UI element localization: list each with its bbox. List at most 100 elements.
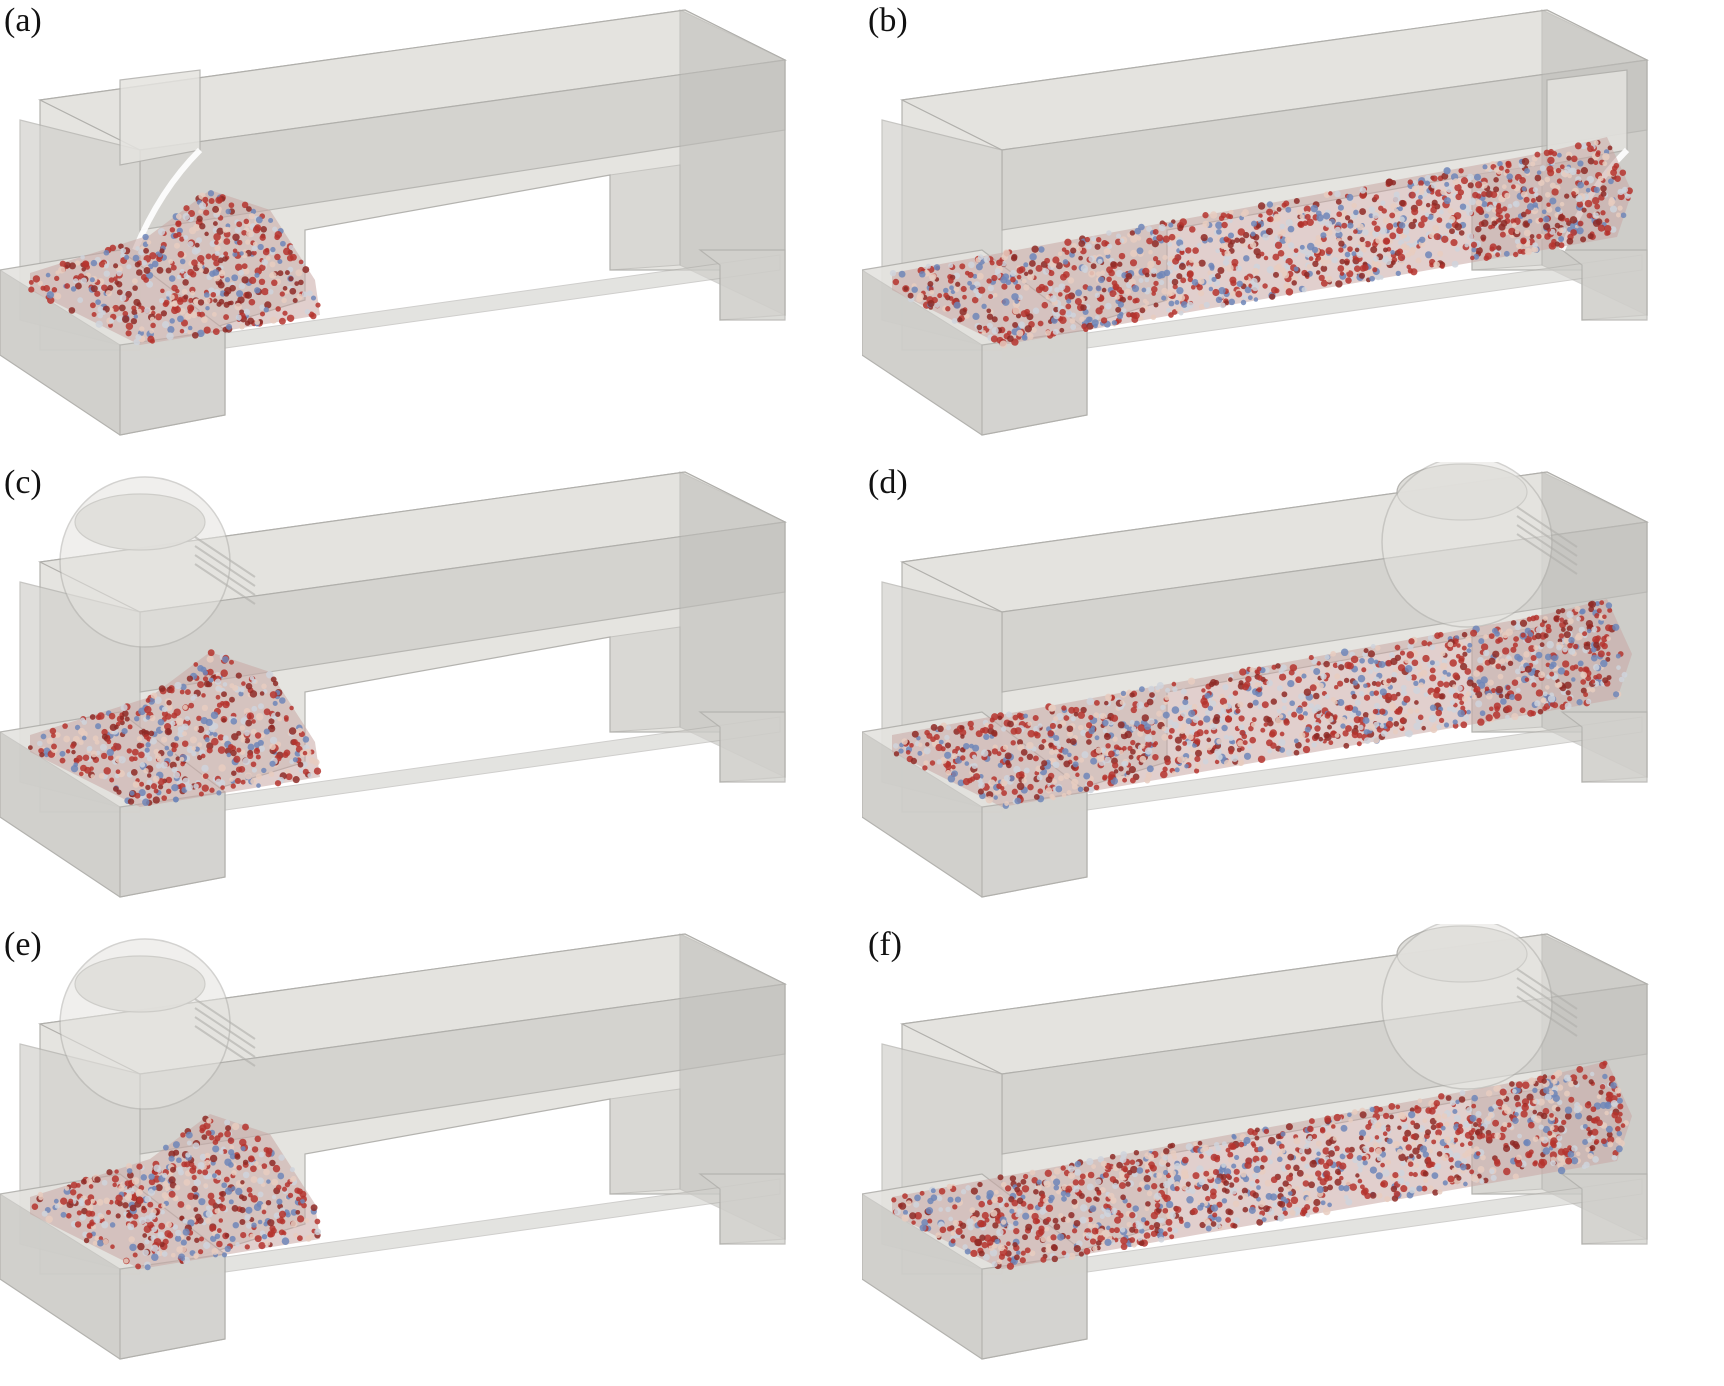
particle [1146,772,1152,778]
particle [1335,733,1340,738]
particle [1483,634,1488,639]
particle [960,755,965,760]
particle [1225,716,1232,723]
particle [1041,760,1047,766]
particle [269,761,275,767]
particle [1524,197,1530,203]
particle [1174,1175,1181,1182]
particle [1053,329,1059,335]
particle [283,286,288,291]
particle [948,278,954,284]
particle [1485,686,1490,691]
particle [1231,755,1238,762]
particle [1338,664,1344,670]
particle [1132,285,1139,292]
particle [207,655,214,662]
particle [1429,1108,1436,1115]
particle [1474,174,1481,181]
particle [1604,1111,1608,1115]
particle [1407,651,1415,659]
particle [1538,218,1543,223]
particle [1443,681,1449,687]
particle [937,1196,943,1202]
particle [1068,707,1075,714]
particle [229,660,234,665]
particle [1285,265,1291,271]
particle [109,308,114,313]
particle [284,717,289,722]
particle [1351,656,1359,664]
particle [54,293,61,300]
particle [1550,702,1555,707]
particle [1122,778,1127,783]
particle [1610,169,1617,176]
particle [1079,1251,1084,1256]
particle [158,228,165,235]
particle [264,708,271,715]
particle [1070,248,1076,254]
particle [1408,638,1414,644]
particle [1431,183,1436,188]
particle [183,235,188,240]
particle [1455,247,1460,252]
particle [1224,760,1231,767]
particle [1286,219,1293,226]
particle [1460,203,1466,209]
particle [254,742,260,748]
particle [1549,672,1554,677]
particle [930,760,935,765]
particle [1373,738,1379,744]
particle [1280,732,1285,737]
particle [1351,251,1356,256]
particle [1277,685,1283,691]
particle [245,292,252,299]
particle [241,230,247,236]
particle [1202,221,1209,228]
particle [1484,214,1489,219]
particle [146,780,152,786]
particle [1584,181,1589,186]
particle [1576,1066,1583,1073]
particle [1070,738,1077,745]
particle [138,752,145,759]
particle [1496,686,1504,694]
particle [1316,256,1321,261]
particle [1406,674,1412,680]
particle [1044,258,1050,264]
particle [1543,223,1550,230]
particle [1061,705,1066,710]
particle [1161,296,1166,301]
particle [978,287,985,294]
particle [1312,1134,1317,1139]
particle [1002,298,1010,306]
particle [133,1253,138,1258]
particle [1399,222,1406,229]
particle [1215,248,1220,253]
particle [1130,259,1137,266]
particle [1360,265,1367,272]
particle [1048,270,1054,276]
particle [1602,677,1608,683]
particle [190,291,195,296]
particle [1398,206,1403,211]
particle [1413,681,1418,686]
particle [1001,726,1006,731]
particle [251,1176,258,1183]
particle [204,232,208,236]
particle [264,729,270,735]
particle [215,779,221,785]
particle [1119,253,1126,260]
particle [213,298,217,302]
particle [277,717,282,722]
particle [1369,276,1375,282]
particle [1370,246,1377,253]
particle [136,1189,143,1196]
particle [1441,236,1448,243]
particle [1469,198,1476,205]
particle [1558,1148,1565,1155]
particle [1368,669,1373,674]
particle [293,1233,298,1238]
particle [95,299,101,305]
particle [206,253,212,259]
particle [904,286,909,291]
